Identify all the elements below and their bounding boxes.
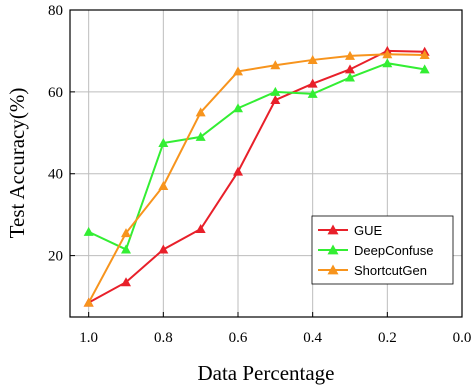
data-point [195,223,206,233]
legend-label: GUE [354,223,383,238]
legend-marker [327,244,339,255]
data-point [158,181,169,191]
data-point [382,49,393,59]
y-tick-label: 60 [48,85,63,101]
data-point [233,66,243,76]
y-axis-label: Test Accuracy(%) [5,88,29,239]
data-point [345,50,355,60]
x-axis-label: Data Percentage [197,361,334,385]
data-point [419,64,430,74]
data-point [419,50,430,60]
data-point [83,226,94,236]
data-point [195,107,206,117]
data-point [158,244,169,254]
legend-label: DeepConfuse [354,243,434,258]
series-layer [83,45,430,307]
data-point [345,72,355,82]
legend-label: ShortcutGen [354,263,427,278]
data-point [270,60,281,70]
x-tick-label: 0.4 [303,330,322,346]
series-line [87,53,425,304]
data-point [121,277,131,287]
legend-marker [327,264,339,275]
x-tick-label: 0.6 [229,330,248,346]
data-point [121,244,131,254]
data-point [83,297,94,307]
data-point [233,166,243,176]
data-point [121,228,131,238]
x-tick-label: 0.0 [453,330,472,346]
data-point [158,138,169,148]
x-tick-label: 0.8 [154,330,173,346]
x-tick-label: 1.0 [79,330,98,346]
data-point [307,78,318,88]
plot-frame [69,9,463,318]
series-line [88,49,425,304]
y-tick-label: 20 [48,249,63,265]
x-tick-label: 0.2 [378,330,397,346]
data-point [270,86,281,96]
data-point [307,88,318,98]
data-point [382,58,393,68]
legend: GUE DeepConfuse ShortcutGen [311,215,454,285]
data-point [270,95,281,105]
data-point [233,103,243,113]
data-point [195,131,206,141]
data-point [307,54,318,64]
data-point [345,64,355,74]
y-tick-label: 80 [48,3,63,19]
series-line [88,62,425,251]
legend-marker [327,224,339,235]
ticks: 1.0 0.8 0.6 0.4 0.2 0.0 20 40 60 80 [48,3,471,346]
y-tick-label: 40 [48,167,63,183]
